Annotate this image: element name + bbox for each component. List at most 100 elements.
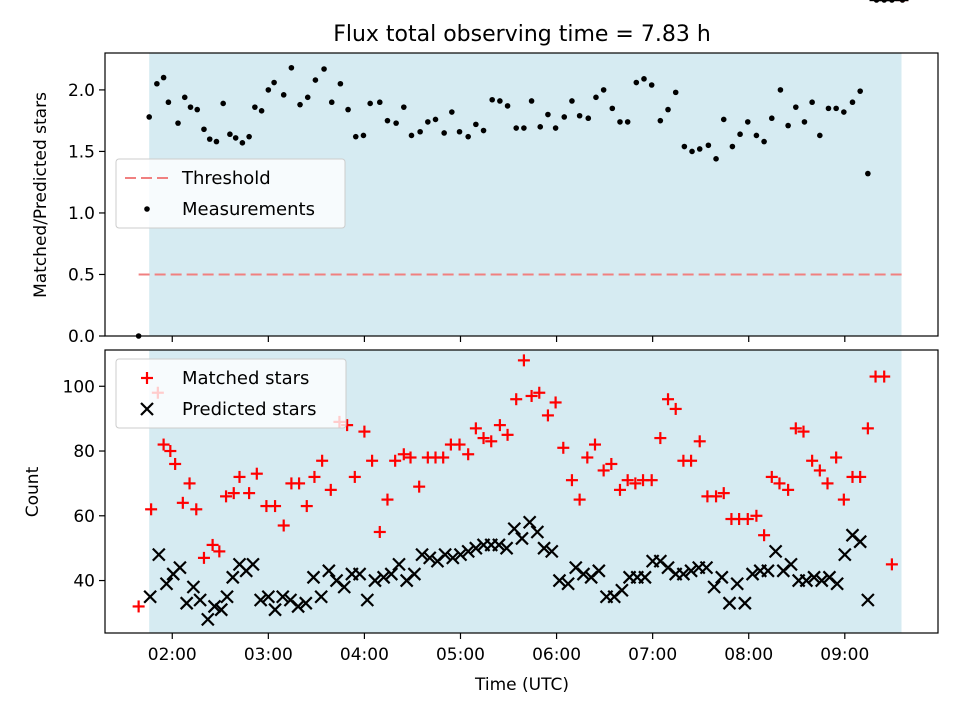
matched-marker <box>813 464 826 477</box>
matched-marker <box>213 545 226 558</box>
measurement-point <box>657 117 664 124</box>
measurement-point <box>672 89 679 96</box>
predicted-marker <box>861 593 875 607</box>
top-legend-box <box>115 158 346 229</box>
x-tick-label: 06:00 <box>532 645 581 665</box>
predicted-marker <box>220 589 234 604</box>
matched-marker <box>220 490 233 503</box>
measurement-point <box>809 99 815 106</box>
matched-marker <box>413 480 426 493</box>
measurement-point <box>737 131 743 138</box>
y-tick-label: 2.0 <box>68 81 95 101</box>
measurement-point <box>360 132 367 139</box>
predicted-marker <box>306 570 321 585</box>
matched-marker <box>573 493 586 506</box>
matched-marker <box>453 438 466 451</box>
matched-marker <box>789 422 802 435</box>
chart-title: Flux total observing time = 7.83 h <box>333 22 711 47</box>
measurement-point <box>825 105 832 112</box>
predicted-marker <box>515 531 529 546</box>
measurement-point <box>352 133 359 140</box>
matched-marker <box>132 600 145 613</box>
matched-marker <box>621 474 634 487</box>
y-tick-label: 60 <box>73 507 95 527</box>
predicted-marker <box>415 547 429 562</box>
predicted-marker <box>615 583 629 598</box>
measurement-point <box>258 108 265 114</box>
predicted-marker <box>453 547 468 562</box>
predicted-marker <box>638 570 652 585</box>
predicted-marker <box>201 612 215 627</box>
measurement-point <box>271 79 277 86</box>
bottom-legend-box <box>115 358 347 429</box>
measurement-point <box>777 87 784 93</box>
predicted-marker <box>186 580 201 594</box>
predicted-marker <box>784 557 798 572</box>
matched-marker <box>806 454 819 467</box>
top-y-axis-label: Matched/Predicted stars <box>31 92 51 298</box>
measurement-point <box>376 99 383 106</box>
bottom-panel: 40 60 80 100 02:00 03:00 04:00 05:00 06:00 07:00… <box>23 0 939 695</box>
y-tick-label: 0.5 <box>68 265 95 285</box>
measurement-point <box>585 115 592 122</box>
measurement-point <box>239 140 246 146</box>
matched-marker <box>517 354 530 367</box>
measurement-point <box>154 80 160 87</box>
matched-marker <box>157 438 170 451</box>
predicted-marker <box>214 602 229 617</box>
matched-marker <box>381 493 394 506</box>
matched-marker <box>169 457 182 470</box>
measurement-point <box>227 131 233 138</box>
predicted-marker <box>179 596 194 610</box>
predicted-marker <box>291 599 305 614</box>
measurement-point <box>617 119 623 125</box>
measurement-point <box>641 76 647 82</box>
measurement-point <box>793 104 799 110</box>
predicted-marker <box>438 547 452 562</box>
matched-marker <box>565 474 578 487</box>
measurement-point <box>528 98 535 104</box>
predicted-marker <box>561 577 575 591</box>
matched-marker <box>669 402 682 415</box>
measurement-point <box>449 109 455 115</box>
matched-marker <box>693 435 706 448</box>
measurement-point <box>609 105 616 112</box>
measurement-point <box>561 114 568 120</box>
matched-marker <box>710 490 723 503</box>
matched-marker <box>190 503 203 516</box>
predicted-points <box>143 0 909 627</box>
matched-marker <box>293 477 306 490</box>
measurement-point <box>705 142 712 149</box>
matched-marker <box>477 432 490 445</box>
matched-marker <box>358 425 371 438</box>
legend-measurements-swatch <box>144 206 150 212</box>
y-tick-label: 0.0 <box>68 327 95 347</box>
matched-marker <box>629 477 642 490</box>
legend-threshold-label: Threshold <box>181 168 271 189</box>
measurement-point <box>337 80 344 87</box>
predicted-marker <box>392 557 406 572</box>
predicted-marker <box>275 589 290 604</box>
matched-marker <box>878 370 891 383</box>
predicted-marker <box>761 564 775 578</box>
x-tick-label: 05:00 <box>436 645 485 665</box>
predicted-marker <box>337 580 352 594</box>
measurement-point <box>593 94 599 101</box>
predicted-marker <box>226 570 240 585</box>
top-axes-frame <box>104 52 939 337</box>
measurement-point <box>744 119 751 125</box>
matched-marker <box>830 451 843 464</box>
measurement-point <box>265 87 272 93</box>
predicted-marker <box>592 564 606 578</box>
matched-marker <box>597 464 610 477</box>
predicted-marker <box>522 515 537 530</box>
measurement-point <box>504 103 511 109</box>
predicted-marker <box>699 560 714 575</box>
matched-marker <box>462 448 475 461</box>
predicted-marker <box>768 544 783 559</box>
x-tick-label: 09:00 <box>820 645 869 665</box>
measurement-point <box>187 104 194 110</box>
measurement-point <box>288 64 295 71</box>
matched-marker <box>662 393 675 406</box>
matched-marker <box>227 487 240 500</box>
